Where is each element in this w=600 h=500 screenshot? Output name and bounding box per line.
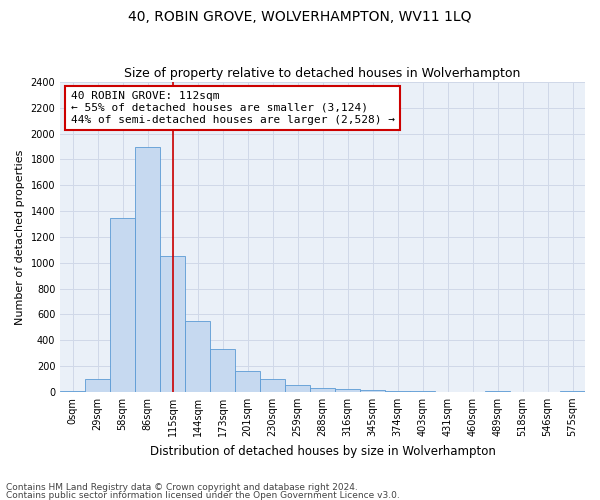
Bar [235,371,260,392]
Text: 40 ROBIN GROVE: 112sqm
← 55% of detached houses are smaller (3,124)
44% of semi-: 40 ROBIN GROVE: 112sqm ← 55% of detached… [71,92,395,124]
Bar [560,391,585,392]
Bar [60,390,85,392]
X-axis label: Distribution of detached houses by size in Wolverhampton: Distribution of detached houses by size … [149,444,496,458]
Bar [85,379,110,392]
Bar [310,388,335,392]
Text: 40, ROBIN GROVE, WOLVERHAMPTON, WV11 1LQ: 40, ROBIN GROVE, WOLVERHAMPTON, WV11 1LQ [128,10,472,24]
Text: Contains HM Land Registry data © Crown copyright and database right 2024.: Contains HM Land Registry data © Crown c… [6,484,358,492]
Bar [385,391,410,392]
Bar [485,391,510,392]
Bar [210,349,235,392]
Bar [285,386,310,392]
Bar [135,146,160,392]
Bar [335,389,360,392]
Bar [110,218,135,392]
Bar [160,256,185,392]
Title: Size of property relative to detached houses in Wolverhampton: Size of property relative to detached ho… [124,66,521,80]
Bar [360,390,385,392]
Bar [185,321,210,392]
Bar [410,391,435,392]
Y-axis label: Number of detached properties: Number of detached properties [15,149,25,324]
Text: Contains public sector information licensed under the Open Government Licence v3: Contains public sector information licen… [6,490,400,500]
Bar [260,379,285,392]
